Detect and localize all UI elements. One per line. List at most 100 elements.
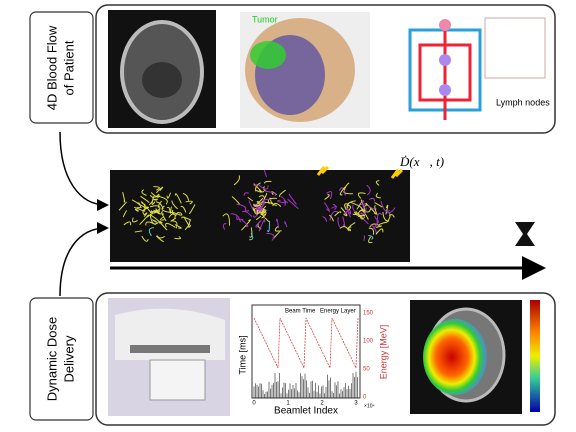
vessel <box>387 207 396 214</box>
vessel <box>339 226 350 232</box>
x-tick-label: 2 <box>320 401 324 407</box>
y2-tick-label: 150 <box>363 311 374 317</box>
vessel <box>253 184 258 187</box>
plot-lines <box>253 317 359 398</box>
vessel <box>357 214 364 218</box>
organ <box>439 19 451 31</box>
vessel <box>261 198 272 202</box>
vessel <box>168 212 175 218</box>
vessel <box>134 230 143 233</box>
vessel <box>141 235 149 242</box>
vessel <box>374 215 380 223</box>
vessel <box>233 175 240 186</box>
vessel <box>357 192 366 199</box>
vessel <box>368 197 376 202</box>
vessel <box>241 219 249 228</box>
vessel <box>257 200 266 211</box>
vessel <box>222 213 230 226</box>
vessel <box>322 215 328 222</box>
vessel <box>266 220 270 233</box>
vessel <box>356 201 362 210</box>
vessel <box>156 235 165 239</box>
vessel <box>337 217 340 228</box>
vessel <box>244 211 253 217</box>
vessel <box>134 208 140 212</box>
circulation-diagram <box>408 20 482 120</box>
vessel <box>253 203 263 207</box>
vessel <box>367 205 377 210</box>
vessel <box>255 182 261 192</box>
vessel <box>254 198 264 208</box>
vessel <box>263 169 268 178</box>
vessel <box>266 233 275 241</box>
vessel <box>143 212 148 217</box>
y-label: Time [ms] <box>237 335 247 374</box>
vessel <box>264 180 272 184</box>
vessel <box>140 195 150 203</box>
label-line: Dynamic Dose <box>44 317 59 402</box>
vessel <box>258 201 265 210</box>
vessel <box>332 204 337 208</box>
vessel <box>265 190 277 197</box>
flow-arrow <box>59 222 109 297</box>
vessel <box>326 191 333 200</box>
x-tick-label: 0 <box>252 401 256 407</box>
vessel <box>150 207 161 214</box>
vessel <box>324 194 330 200</box>
vessel <box>155 186 164 194</box>
legend-entry: Beam Time <box>285 309 316 315</box>
vessel <box>153 193 160 198</box>
vessel <box>118 201 128 211</box>
vessel <box>242 210 250 213</box>
vessel <box>276 218 280 229</box>
vessel <box>283 200 289 204</box>
label-line: 4D Blood Flow <box>44 25 59 110</box>
vessel <box>166 192 172 199</box>
vessel <box>255 204 260 214</box>
vessel <box>174 236 181 240</box>
vessel <box>236 216 238 221</box>
vessel <box>258 195 265 199</box>
x-tick-label: 3 <box>354 401 358 407</box>
dose-distribution <box>423 319 487 395</box>
y2-tick-label: 100 <box>363 339 374 345</box>
vessel <box>269 197 277 206</box>
vessel <box>132 217 138 223</box>
vessel <box>253 205 264 218</box>
vessel <box>257 192 268 204</box>
vessel <box>329 210 340 221</box>
x-label: Beamlet Index <box>274 406 338 417</box>
top-label-box <box>29 11 94 124</box>
machine <box>149 359 206 401</box>
vessel <box>150 214 161 224</box>
vessel <box>284 221 288 228</box>
vessel <box>346 200 356 209</box>
vessel-renders <box>118 169 396 244</box>
tumor-label: Tumor <box>252 14 278 24</box>
vessel <box>122 191 126 203</box>
vessel <box>182 192 190 201</box>
vessel <box>122 210 128 218</box>
vessel <box>236 203 247 212</box>
vessel <box>375 228 384 235</box>
bottom-label: Dynamic Dose Delivery <box>44 317 76 402</box>
vessel <box>329 214 335 222</box>
vessel <box>161 205 175 214</box>
vessel <box>180 205 187 213</box>
vessel <box>374 202 383 208</box>
vessel <box>375 225 382 228</box>
vessel <box>148 195 154 206</box>
dose-label: Ḋ(x⃗, t) <box>399 154 444 169</box>
y2-label: Energy [MeV] <box>378 325 388 380</box>
vessel <box>365 202 377 215</box>
vessel <box>157 200 163 208</box>
vessel <box>279 189 286 198</box>
top-label: 4D Blood Flow of Patient <box>44 25 76 110</box>
vessel <box>140 201 152 214</box>
vessel <box>231 196 240 205</box>
vessel <box>323 202 330 212</box>
tumor <box>250 41 286 69</box>
vessel <box>375 192 381 199</box>
vessel <box>159 220 168 231</box>
